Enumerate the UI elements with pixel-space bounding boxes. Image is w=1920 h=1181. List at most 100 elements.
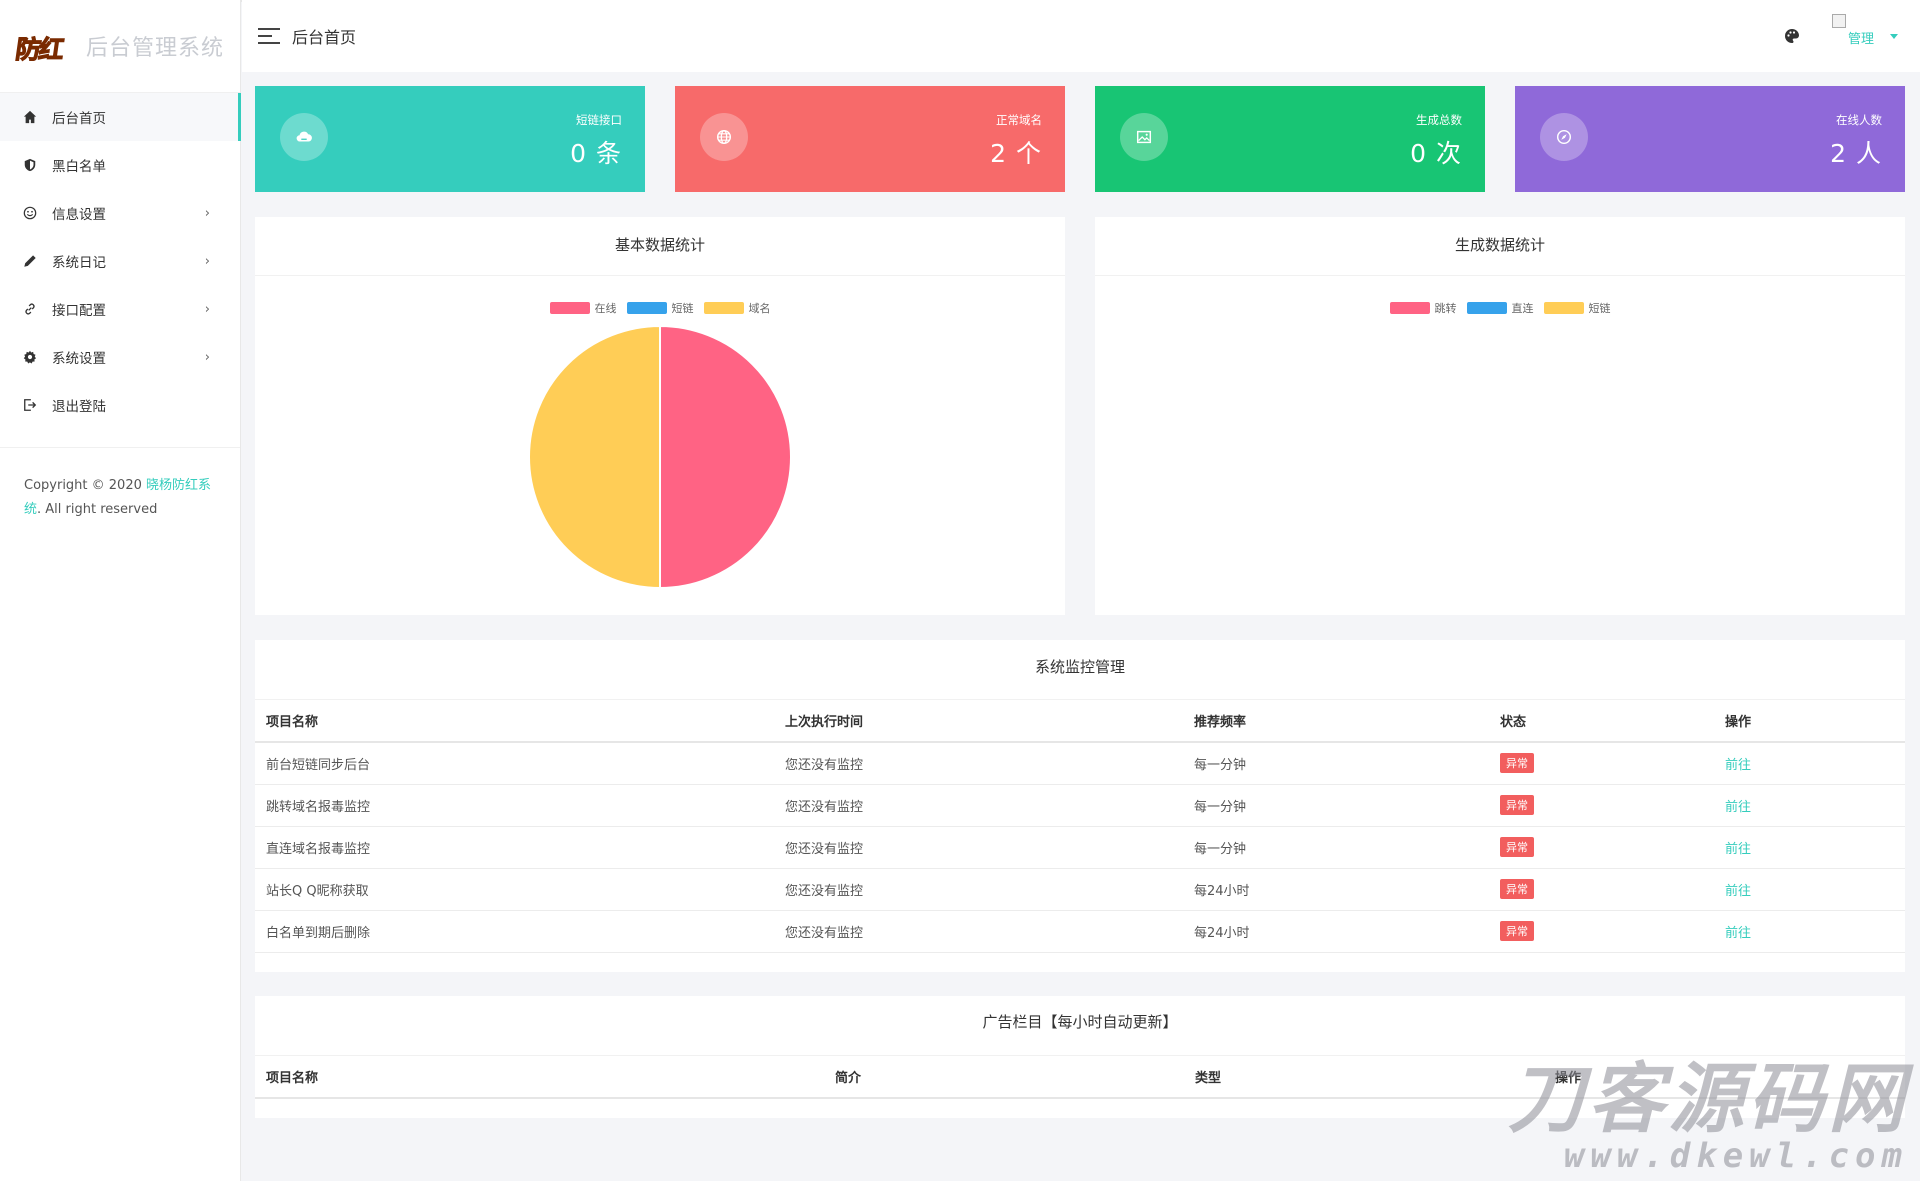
monitor-table-header: 项目名称 上次执行时间 推荐频率 状态 操作 bbox=[255, 700, 1905, 743]
status-badge: 异常 bbox=[1500, 921, 1534, 941]
row-name: 白名单到期后删除 bbox=[255, 910, 774, 953]
stat-value: 2 个 bbox=[990, 139, 1042, 168]
go-link[interactable]: 前往 bbox=[1725, 757, 1752, 773]
user-name[interactable]: 管理 bbox=[1847, 32, 1874, 47]
pie-slice-在线[interactable] bbox=[659, 324, 792, 590]
monitor-table: 项目名称 上次执行时间 推荐频率 状态 操作 前台短链同步后台 您还没有监控 每一分钟 异常前… bbox=[255, 700, 1905, 953]
sidebar-item-3[interactable]: 系统日记 › bbox=[0, 237, 240, 285]
row-last-run: 您还没有监控 bbox=[774, 868, 1183, 911]
column-header: 简介 bbox=[824, 1056, 1184, 1099]
chevron-down-icon[interactable] bbox=[1890, 34, 1898, 39]
row-frequency: 每24小时 bbox=[1183, 910, 1489, 953]
legend-swatch bbox=[1466, 302, 1507, 314]
sidebar-item-label: 后台首页 bbox=[52, 111, 106, 127]
pencil-icon bbox=[22, 253, 38, 269]
legend-item[interactable]: 短链 bbox=[1543, 300, 1611, 316]
sidebar-item-label: 系统日记 bbox=[52, 255, 106, 271]
avatar[interactable] bbox=[1831, 14, 1846, 28]
legend-swatch bbox=[703, 302, 744, 314]
sidebar-item-2[interactable]: 信息设置 › bbox=[0, 189, 240, 237]
page-title: 后台首页 bbox=[292, 28, 357, 47]
row-frequency: 每24小时 bbox=[1183, 868, 1489, 911]
legend-item[interactable]: 短链 bbox=[626, 300, 694, 316]
row-name: 直连域名报毒监控 bbox=[255, 826, 774, 869]
sidebar-item-6[interactable]: 退出登陆 bbox=[0, 381, 240, 429]
column-header: 操作 bbox=[1544, 1056, 1905, 1099]
sidebar-divider bbox=[0, 447, 240, 448]
logout-icon bbox=[22, 397, 38, 413]
sidebar-item-label: 退出登陆 bbox=[52, 399, 106, 415]
compass-icon bbox=[1540, 113, 1588, 161]
basic-stats-pie-chart bbox=[528, 324, 792, 590]
status-badge: 异常 bbox=[1500, 879, 1534, 899]
sidebar-item-0[interactable]: 后台首页 bbox=[0, 93, 241, 141]
user-menu[interactable]: 管理 bbox=[1831, 14, 1898, 47]
sidebar-item-5[interactable]: 系统设置 › bbox=[0, 333, 240, 381]
ads-table-header: 项目名称 简介 类型 操作 bbox=[255, 1056, 1905, 1099]
legend-label: 在线 bbox=[594, 302, 617, 315]
table-row: 前台短链同步后台 您还没有监控 每一分钟 异常 前往 bbox=[255, 742, 1905, 785]
copyright-brand-link[interactable]: 晓杨防红系统 bbox=[24, 478, 212, 517]
top-header: 后台首页 管理 bbox=[242, 0, 1920, 72]
stat-label: 生成总数 bbox=[1416, 113, 1462, 127]
go-link[interactable]: 前往 bbox=[1725, 883, 1752, 899]
watermark: 刀客源码网 www.dkewl.com bbox=[1508, 1054, 1908, 1176]
go-link[interactable]: 前往 bbox=[1725, 799, 1752, 815]
status-badge: 异常 bbox=[1500, 753, 1534, 774]
copyright: Copyright © 2020 晓杨防红系统. All right reser… bbox=[24, 478, 212, 517]
palette-icon[interactable] bbox=[1784, 28, 1800, 44]
logo-mark: 防红 bbox=[13, 34, 64, 64]
gear-icon bbox=[22, 349, 38, 365]
row-name: 站长Q Q昵称获取 bbox=[255, 868, 774, 911]
go-link[interactable]: 前往 bbox=[1725, 925, 1752, 941]
pie-slice-域名[interactable] bbox=[528, 324, 661, 590]
column-header: 状态 bbox=[1489, 700, 1714, 743]
monitor-panel: 系统监控管理 项目名称 上次执行时间 推荐频率 状态 操作 前台短链同步后台 您还没有监控… bbox=[255, 640, 1905, 972]
chevron-right-icon: › bbox=[204, 253, 210, 269]
stat-value: 0 次 bbox=[1410, 139, 1462, 168]
table-row: 站长Q Q昵称获取 您还没有监控 每24小时 异常 前往 bbox=[255, 868, 1905, 911]
sidebar-menu: 后台首页 黑白名单 信息设置 › 系统日记 › 接口配置 › 系统设置 › 退出登陆 bbox=[0, 92, 241, 429]
column-header: 上次执行时间 bbox=[774, 700, 1183, 743]
sidebar-item-label: 信息设置 bbox=[52, 207, 106, 223]
sidebar-item-4[interactable]: 接口配置 › bbox=[0, 285, 240, 333]
column-header: 类型 bbox=[1184, 1056, 1544, 1099]
stat-card-2: 生成总数 0 次 bbox=[1095, 86, 1485, 192]
legend-item[interactable]: 直连 bbox=[1466, 300, 1534, 316]
legend-swatch bbox=[549, 302, 590, 314]
basic-stats-panel: 基本数据统计 在线 短链 域名 bbox=[255, 217, 1065, 615]
legend-label: 短链 bbox=[1588, 302, 1611, 315]
column-header: 项目名称 bbox=[255, 700, 774, 743]
chevron-right-icon: › bbox=[204, 301, 210, 317]
watermark-title: 刀客源码网 bbox=[1508, 1054, 1908, 1143]
status-badge: 异常 bbox=[1500, 837, 1534, 857]
logo[interactable]: 防红 后台管理系统 bbox=[0, 0, 240, 92]
go-link[interactable]: 前往 bbox=[1725, 841, 1752, 857]
column-header: 操作 bbox=[1714, 700, 1905, 743]
legend-item[interactable]: 跳转 bbox=[1389, 300, 1457, 316]
stat-label: 正常域名 bbox=[996, 113, 1042, 127]
menu-toggle-icon[interactable] bbox=[258, 28, 280, 44]
stat-label: 短链接口 bbox=[576, 113, 622, 127]
legend-item[interactable]: 在线 bbox=[549, 300, 617, 316]
gen-stats-panel: 生成数据统计 跳转 直连 短链 bbox=[1095, 217, 1905, 615]
cloud-icon bbox=[280, 113, 328, 161]
smile-icon bbox=[22, 205, 38, 221]
column-header: 项目名称 bbox=[255, 1056, 824, 1099]
row-frequency: 每一分钟 bbox=[1183, 826, 1489, 869]
row-last-run: 您还没有监控 bbox=[774, 742, 1183, 785]
legend-item[interactable]: 域名 bbox=[703, 300, 771, 316]
monitor-title: 系统监控管理 bbox=[255, 640, 1905, 700]
table-row: 白名单到期后删除 您还没有监控 每24小时 异常 前往 bbox=[255, 910, 1905, 953]
legend-label: 短链 bbox=[671, 302, 694, 315]
row-last-run: 您还没有监控 bbox=[774, 826, 1183, 869]
sidebar-item-1[interactable]: 黑白名单 bbox=[0, 141, 240, 189]
stat-card-1: 正常域名 2 个 bbox=[675, 86, 1065, 192]
gen-stats-title: 生成数据统计 bbox=[1095, 217, 1905, 276]
logo-title: 后台管理系统 bbox=[86, 36, 225, 61]
link-icon bbox=[22, 301, 38, 317]
column-header: 推荐频率 bbox=[1183, 700, 1489, 743]
status-badge: 异常 bbox=[1500, 795, 1534, 815]
chevron-right-icon: › bbox=[204, 349, 210, 365]
table-row: 直连域名报毒监控 您还没有监控 每一分钟 异常 前往 bbox=[255, 826, 1905, 869]
